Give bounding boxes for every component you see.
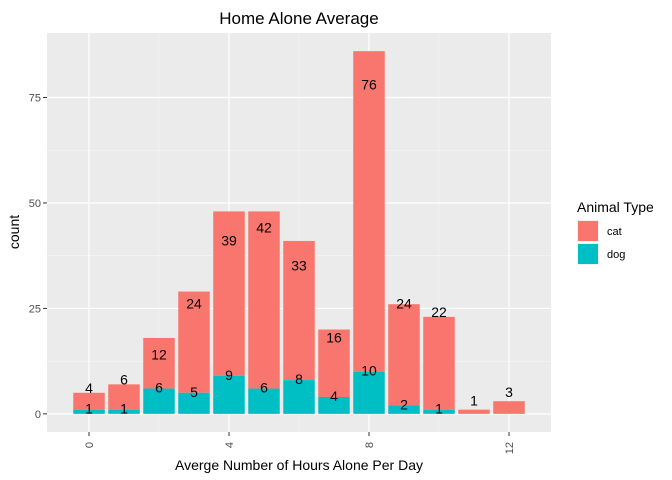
bar-dog [73,409,105,414]
data-label-dog: 2 [400,396,408,412]
bar-cat [423,316,455,410]
legend: Animal Type cat dog [577,199,654,265]
x-tick-label: 12 [504,442,516,454]
bar-dog [248,388,280,414]
bar-cat [388,304,420,406]
data-label-cat: 76 [361,76,377,92]
data-label-dog: 6 [155,380,163,396]
data-label-cat: 16 [326,329,342,345]
data-label-cat: 39 [221,232,237,248]
x-tick-label: 4 [224,442,236,448]
data-label-cat: 42 [256,220,272,236]
data-label-cat: 24 [186,296,202,312]
x-tick-label: 0 [84,442,96,448]
bar-dog [283,380,315,414]
data-label-dog: 1 [435,401,443,417]
legend-swatch-cat [578,221,598,241]
data-label-cat: 3 [505,384,513,400]
bar-dog [388,405,420,414]
data-label-dog: 1 [85,401,93,417]
bar-dog [353,371,385,414]
data-label-cat: 12 [151,346,167,362]
bar-dog [108,409,140,414]
data-label-dog: 1 [120,401,128,417]
data-label-dog: 10 [361,363,377,379]
bar-cat [493,401,525,414]
bar-cat [283,240,315,381]
data-label-cat: 6 [120,372,128,388]
data-label-cat: 33 [291,258,307,274]
data-label-dog: 4 [330,388,338,404]
data-label-cat: 22 [431,304,447,320]
bar-dog [143,388,175,414]
bar-dog [423,409,455,414]
data-label-cat: 1 [470,393,478,409]
y-tick-label: 25 [29,303,41,315]
bar-cat [73,392,105,410]
legend-label-cat: cat [607,226,622,238]
bar-cat [458,409,490,414]
chart-title: Home Alone Average [219,9,378,28]
legend-title: Animal Type [577,199,654,215]
y-tick-label: 75 [29,93,41,105]
y-tick-label: 0 [35,409,41,421]
data-label-dog: 6 [260,380,268,396]
y-tick-label: 50 [29,198,41,210]
data-label-dog: 5 [190,384,198,400]
bar-cat [143,337,175,389]
x-tick-label: 8 [364,442,376,448]
data-label-dog: 8 [295,371,303,387]
bar-cat [213,211,245,376]
bar-cat [108,384,140,410]
bar-cat [248,211,280,389]
data-label-dog: 9 [225,367,233,383]
bar-cat [353,51,385,372]
bar-dog [318,396,350,414]
bar-dog [213,375,245,414]
bar-dog [178,392,210,414]
legend-label-dog: dog [607,249,625,261]
x-axis-title: Averge Number of Hours Alone Per Day [175,457,423,473]
data-label-cat: 24 [396,296,412,312]
bar-cat [178,291,210,393]
legend-swatch-dog [578,244,598,264]
data-label-cat: 4 [85,380,93,396]
y-axis-title: count [6,215,22,249]
bar-cat [318,329,350,397]
